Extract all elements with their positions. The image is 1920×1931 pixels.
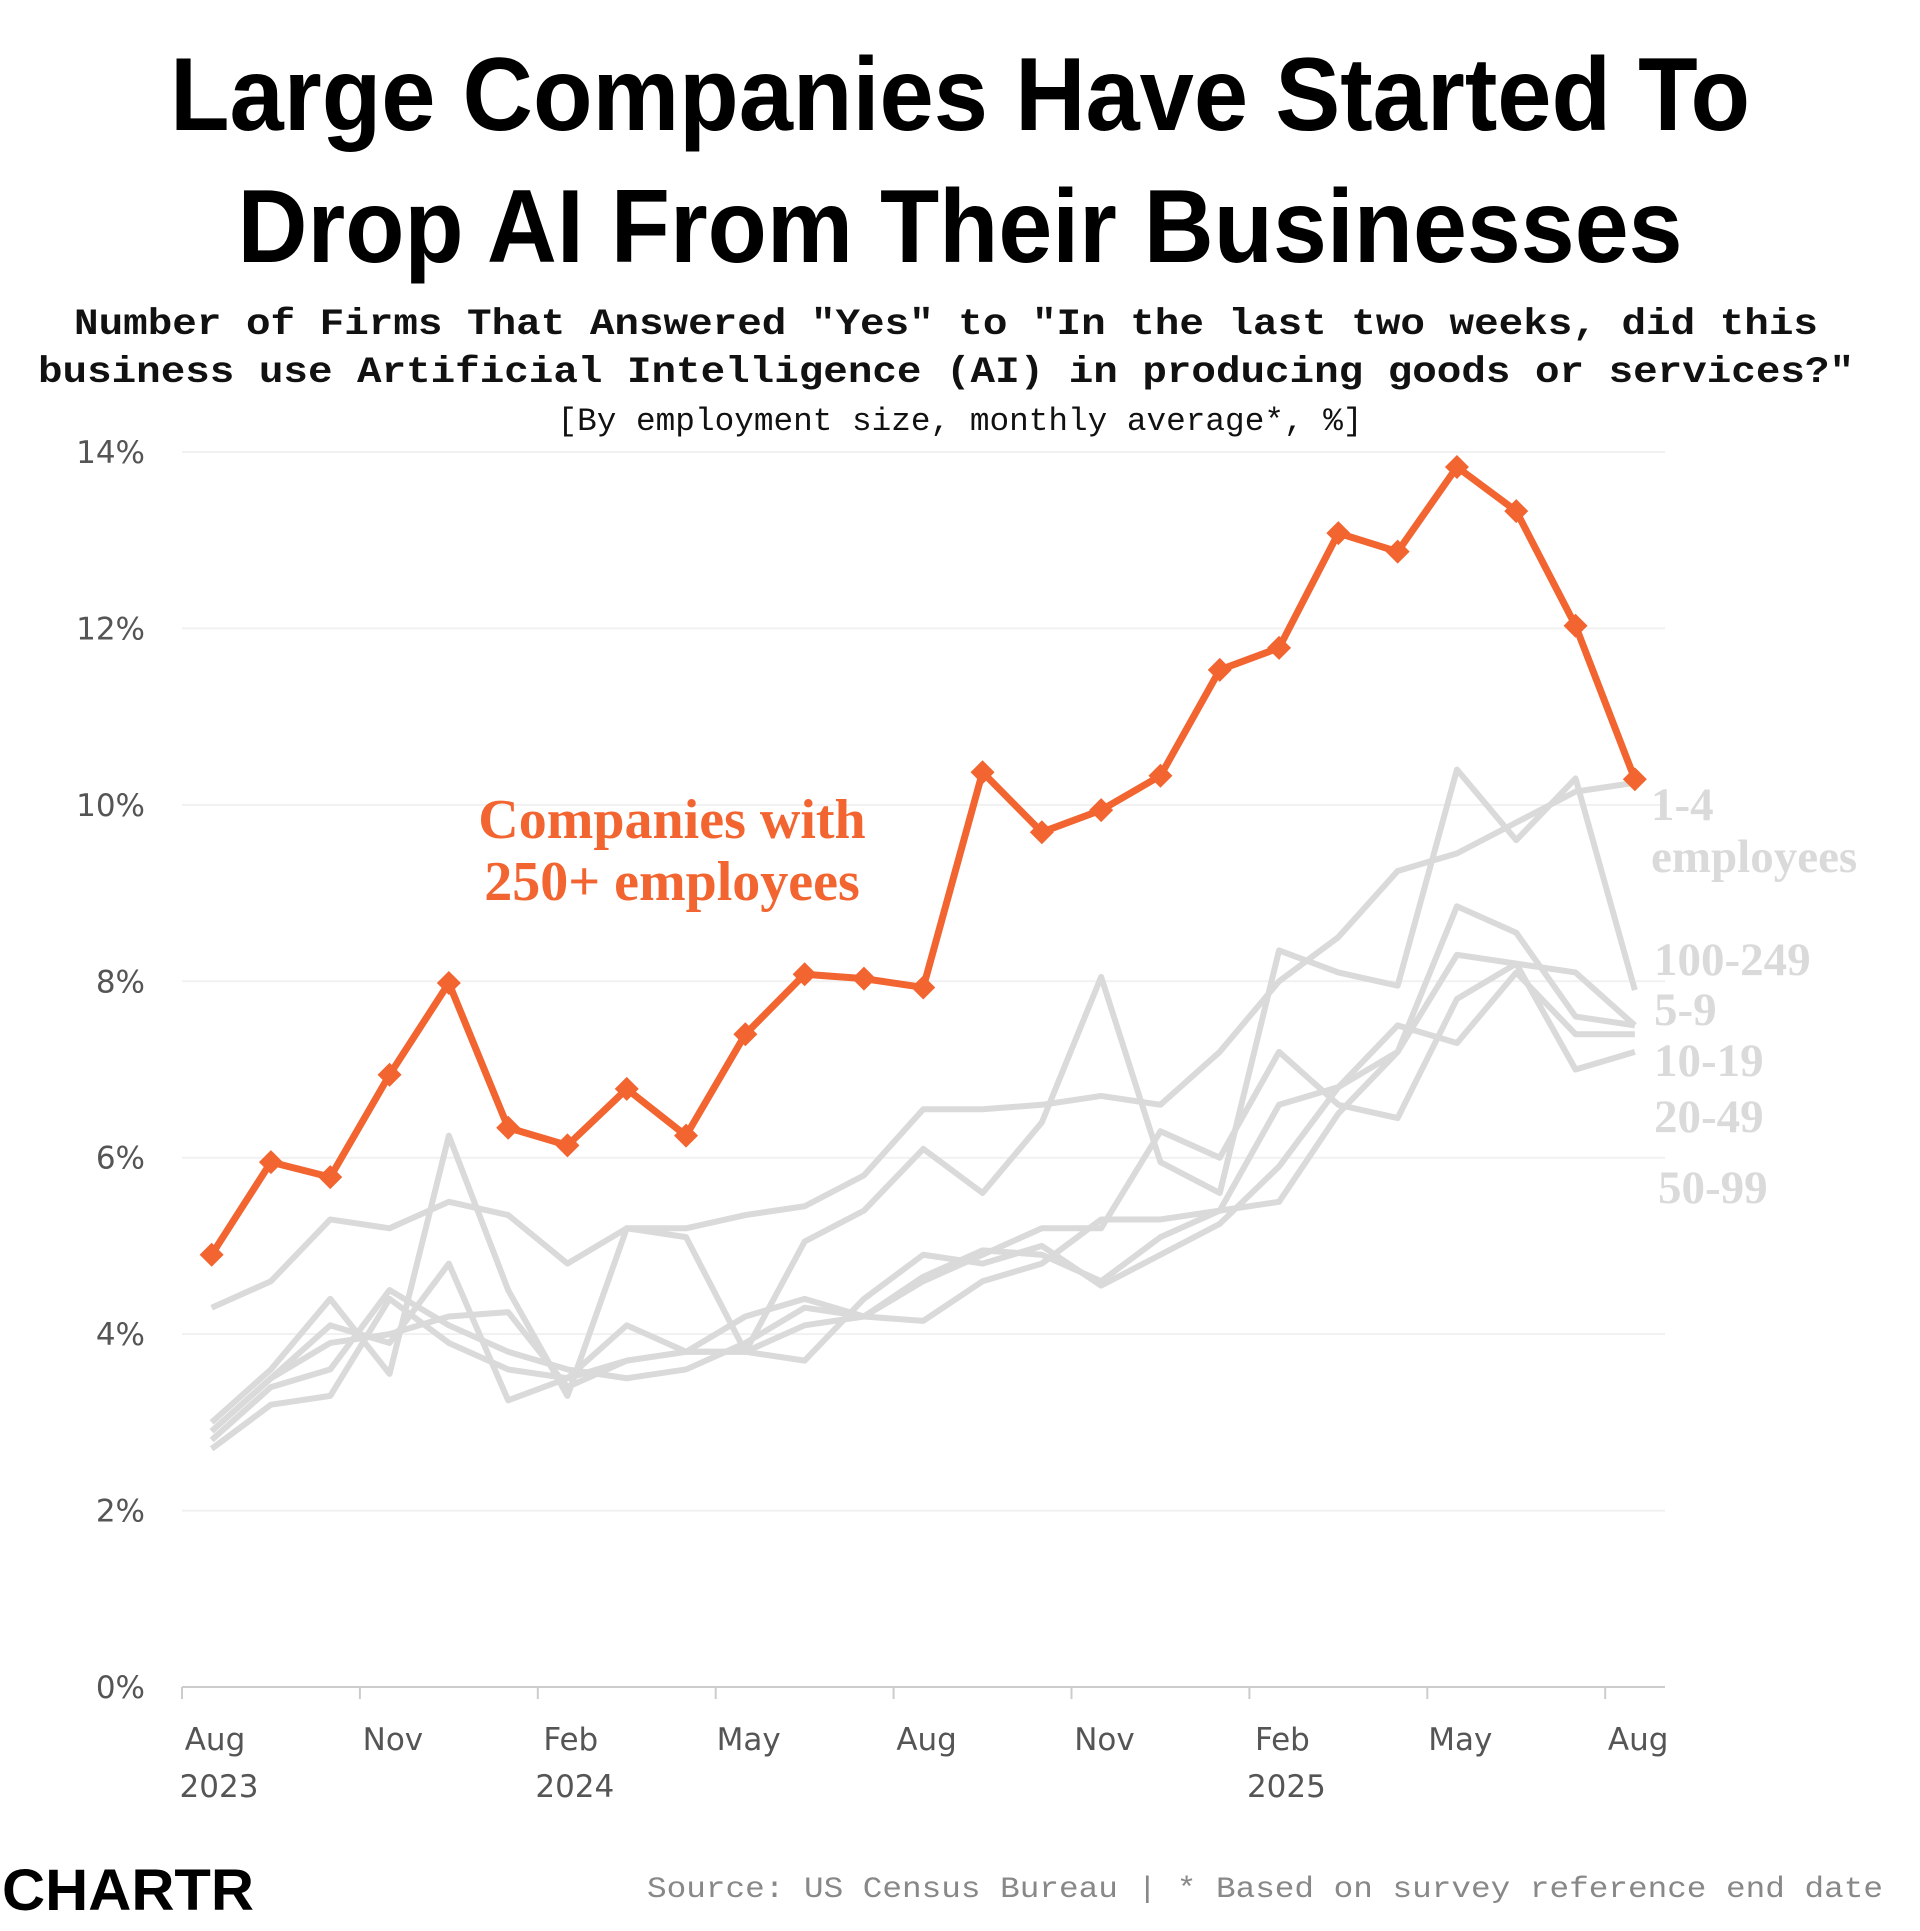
- y-tick-label: 4%: [96, 1317, 145, 1353]
- x-year-label: 2023: [180, 1769, 259, 1805]
- chart-note: [By employment size, monthly average*, %…: [558, 403, 1363, 440]
- chart-subtitle: Number of Firms That Answered "Yes" to "…: [74, 304, 1818, 346]
- marker: [436, 971, 461, 996]
- x-year-label: 2025: [1247, 1769, 1326, 1805]
- marker: [496, 1115, 521, 1140]
- x-tick-label: Aug: [1608, 1722, 1669, 1758]
- y-tick-label: 10%: [76, 788, 145, 824]
- marker: [1089, 798, 1114, 823]
- marker: [1267, 635, 1292, 660]
- marker: [1207, 657, 1232, 682]
- marker: [1444, 454, 1469, 479]
- source: Source: US Census Bureau | * Based on su…: [647, 1873, 1883, 1907]
- marker: [199, 1242, 224, 1267]
- marker: [258, 1150, 283, 1175]
- marker: [674, 1123, 699, 1148]
- marker: [851, 966, 876, 991]
- marker: [1385, 539, 1410, 564]
- x-tick-label: May: [717, 1722, 781, 1758]
- series-line: [210, 779, 1636, 1311]
- series-label: 50-99: [1658, 1162, 1768, 1214]
- series-label: 5-9: [1654, 984, 1717, 1036]
- marker: [911, 975, 936, 1000]
- y-tick-label: 0%: [96, 1670, 145, 1706]
- chart-subtitle: business use Artificial Intelligence (AI…: [38, 352, 1854, 394]
- marker: [318, 1165, 343, 1190]
- series-label: 100-249: [1654, 934, 1811, 986]
- y-tick-label: 6%: [96, 1141, 145, 1177]
- marker: [555, 1133, 580, 1158]
- chart-title: Drop AI From Their Businesses: [238, 169, 1683, 285]
- marker: [1148, 763, 1173, 788]
- series-label: 10-19: [1654, 1035, 1764, 1087]
- marker: [1326, 521, 1351, 546]
- y-tick-label: 12%: [76, 611, 145, 647]
- series-line: [209, 960, 1637, 1434]
- x-tick-label: Feb: [543, 1722, 598, 1758]
- series-label: 1-4 employees: [1651, 779, 1858, 883]
- series-label: 20-49: [1654, 1091, 1764, 1143]
- logo: CHARTR: [2, 1858, 254, 1923]
- series-line: [209, 766, 1638, 1425]
- series-line: [209, 969, 1635, 1452]
- x-tick-label: Nov: [1074, 1722, 1135, 1758]
- marker: [970, 760, 995, 785]
- marker: [792, 962, 817, 987]
- y-tick-label: 8%: [96, 964, 145, 1000]
- series-label: Companies with 250+ employees: [478, 789, 866, 913]
- marker: [377, 1062, 402, 1087]
- x-tick-label: May: [1428, 1722, 1492, 1758]
- x-tick-label: Nov: [363, 1722, 424, 1758]
- marker: [1504, 499, 1529, 524]
- marker: [614, 1076, 639, 1101]
- marker: [733, 1022, 758, 1047]
- marker: [1029, 820, 1054, 845]
- x-year-label: 2024: [535, 1769, 614, 1805]
- series-line: [209, 951, 1636, 1443]
- marker: [1563, 613, 1588, 638]
- x-tick-label: Feb: [1255, 1722, 1310, 1758]
- x-tick-label: Aug: [185, 1722, 246, 1758]
- y-tick-label: 2%: [96, 1494, 145, 1530]
- marker: [1622, 767, 1647, 792]
- y-tick-label: 14%: [76, 435, 145, 471]
- chart-title: Large Companies Have Started To: [170, 37, 1750, 153]
- x-tick-label: Aug: [896, 1722, 957, 1758]
